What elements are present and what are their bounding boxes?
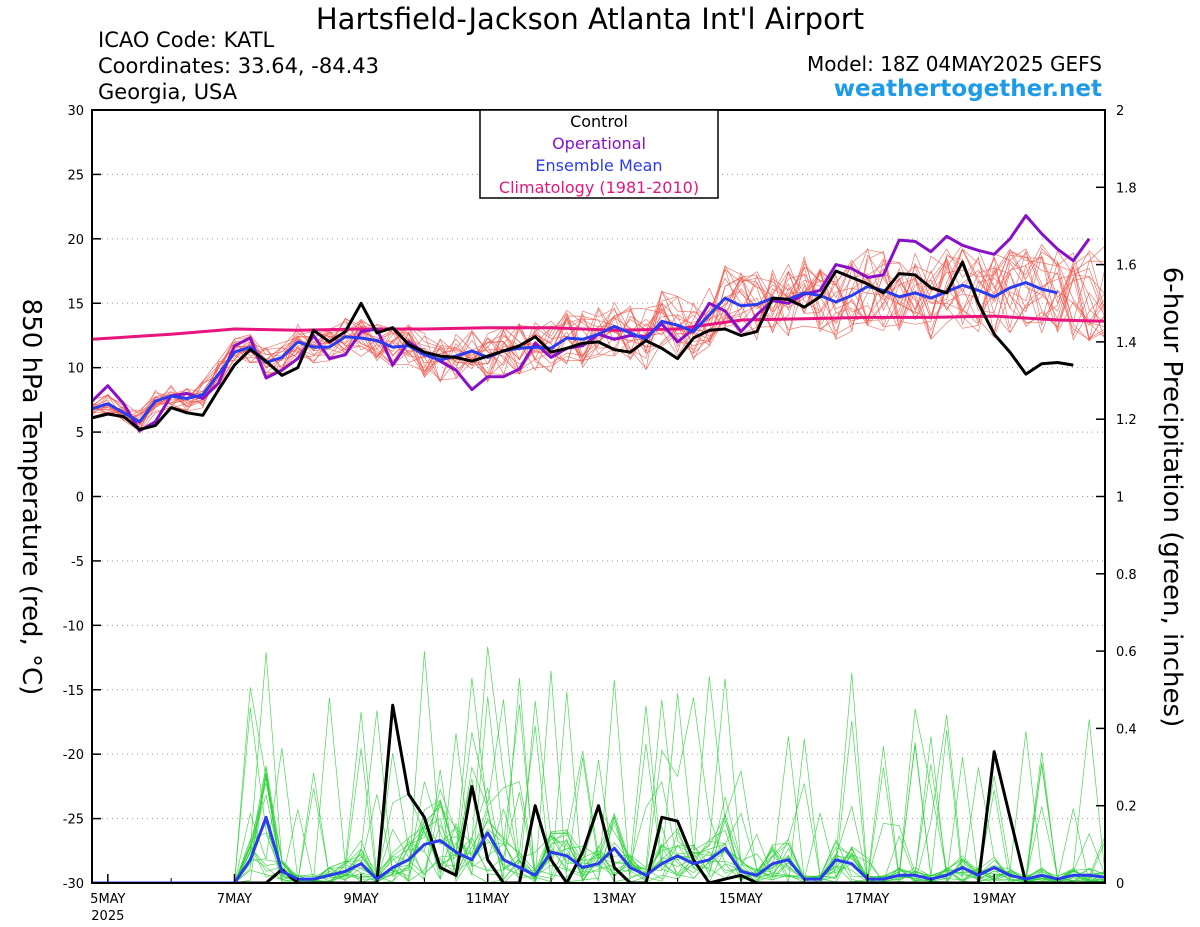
y2-tick-label: 0.4 [1116, 722, 1137, 737]
y2-tick-label: 1 [1116, 491, 1124, 506]
x-tick-label: 9MAY [343, 892, 378, 907]
precip-members [92, 646, 1105, 883]
y2-tick-label: 0.6 [1116, 645, 1137, 660]
x-tick-year-label: 2025 [91, 909, 124, 924]
region: Georgia, USA [98, 80, 238, 104]
temperature-operational-line [92, 214, 1091, 433]
legend-entry-climatology-1981-2010: Climatology (1981-2010) [499, 178, 699, 197]
site-link[interactable]: weathertogether.net [833, 76, 1102, 102]
y2-tick-label: 1.6 [1116, 259, 1137, 274]
legend-entry-operational: Operational [552, 134, 646, 153]
y-tick-label: 30 [67, 104, 84, 119]
y2-tick-label: 1.8 [1116, 181, 1137, 196]
y2-tick-label: 0 [1116, 877, 1124, 892]
x-tick-label: 13MAY [593, 892, 637, 907]
x-tick-label: 17MAY [846, 892, 890, 907]
precip-control-line [92, 703, 1105, 883]
y-tick-label: -30 [63, 877, 84, 892]
y2-tick-label: 0.2 [1116, 800, 1137, 815]
precip-member-line [92, 677, 1105, 883]
y-tick-label: -10 [63, 619, 84, 634]
precip-member-line [92, 815, 1105, 883]
chart-title: Hartsfield-Jackson Atlanta Int'l Airport [315, 2, 865, 36]
y-tick-label: -5 [71, 555, 84, 570]
precip-member-line [92, 672, 1105, 883]
y-tick-label: 25 [67, 168, 84, 183]
temperature-member-line [92, 248, 1105, 426]
x-tick-label: 5MAY [90, 892, 125, 907]
legend-box [479, 109, 719, 199]
temperature-ensemble-mean-line [92, 281, 1058, 424]
y-tick-label: 5 [76, 426, 84, 441]
temperature-members [92, 243, 1105, 434]
x-tick-label: 11MAY [466, 892, 510, 907]
model-run: Model: 18Z 04MAY2025 GEFS [807, 52, 1102, 76]
y-tick-label: 0 [76, 491, 84, 506]
temperature-member-line [92, 248, 1105, 431]
legend-entry-ensemble-mean: Ensemble Mean [535, 156, 662, 175]
y-tick-label: 20 [67, 233, 84, 248]
y-tick-label: 10 [67, 362, 84, 377]
temperature-member-line [92, 247, 1105, 434]
temperature-control-line [92, 260, 1074, 431]
y-tick-label: -15 [63, 684, 84, 699]
legend: Control Operational Ensemble Mean Climatolo… [479, 109, 719, 199]
temperature-climatology-1981-2010--line [92, 314, 1105, 341]
coordinates: Coordinates: 33.64, -84.43 [98, 54, 379, 78]
y-tick-label: 15 [67, 297, 84, 312]
icao-code: ICAO Code: KATL [98, 28, 275, 52]
temperature-member-line [92, 250, 1105, 430]
y-tick-label: -25 [63, 813, 84, 828]
x-tick-label: 19MAY [972, 892, 1016, 907]
y2-tick-label: 1.2 [1116, 413, 1137, 428]
legend-entry-control: Control [570, 112, 628, 131]
y-tick-label: -20 [63, 748, 84, 763]
y2-tick-label: 0.8 [1116, 568, 1137, 583]
x-tick-label: 15MAY [719, 892, 763, 907]
x-tick-label: 7MAY [217, 892, 252, 907]
y2-tick-label: 2 [1116, 104, 1124, 119]
precip-ensemble-mean-line [92, 815, 1105, 883]
series-group [92, 214, 1105, 883]
y2-tick-label: 1.4 [1116, 336, 1137, 351]
